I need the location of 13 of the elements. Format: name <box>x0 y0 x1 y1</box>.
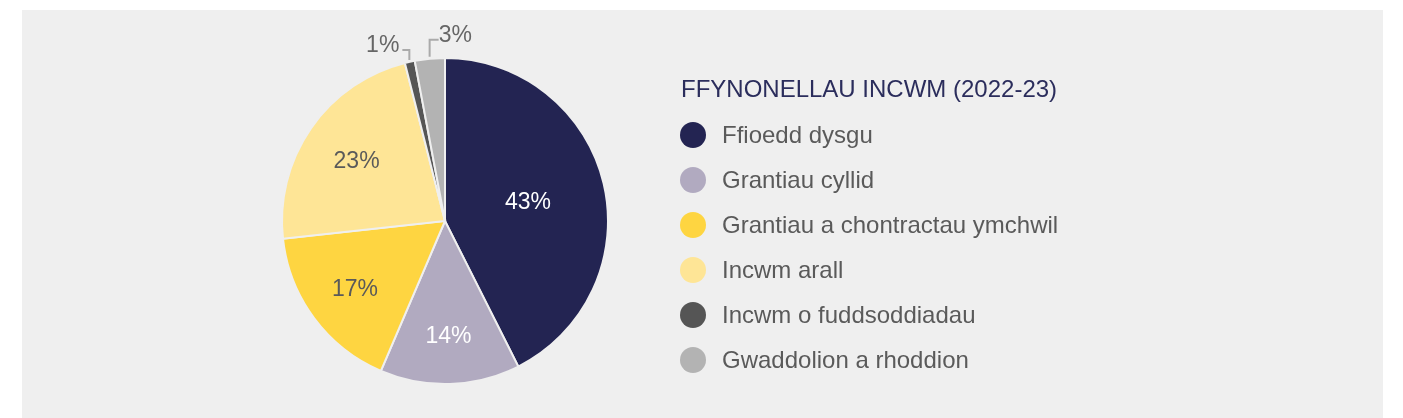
data-label: 17% <box>332 274 379 301</box>
legend-label: Incwm o fuddsoddiadau <box>722 300 976 329</box>
data-label: 14% <box>425 321 472 348</box>
legend-label: Grantiau a chontractau ymchwil <box>722 210 1059 239</box>
data-label: 3% <box>438 20 472 47</box>
data-label: 1% <box>366 30 400 57</box>
legend-label: Incwm arall <box>722 255 844 284</box>
data-label: 23% <box>333 146 380 173</box>
data-label: 43% <box>505 188 552 215</box>
legend-label: Gwaddolion a rhoddion <box>722 345 969 374</box>
legend-label: Ffioedd dysgu <box>722 120 873 149</box>
legend-label: Grantiau cyllid <box>722 165 875 194</box>
legend-title: FFYNONELLAU INCWM (2022-23) <box>681 74 1059 104</box>
